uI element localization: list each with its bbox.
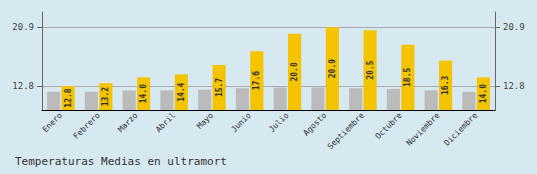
svg-text:12.8: 12.8	[12, 81, 34, 91]
svg-text:Julio: Julio	[267, 111, 290, 134]
svg-text:14.0: 14.0	[479, 84, 488, 103]
svg-text:20.5: 20.5	[366, 60, 375, 79]
svg-text:17.6: 17.6	[252, 71, 261, 90]
svg-text:Junio: Junio	[229, 111, 252, 134]
svg-text:Noviembre: Noviembre	[405, 111, 442, 148]
svg-text:14.4: 14.4	[177, 82, 186, 101]
svg-text:20.9: 20.9	[328, 59, 337, 78]
svg-text:13.2: 13.2	[101, 87, 110, 106]
svg-text:Temperaturas Medias en ultramo: Temperaturas Medias en ultramort	[15, 155, 227, 168]
svg-text:Agosto: Agosto	[302, 111, 329, 138]
svg-text:Mayo: Mayo	[195, 111, 215, 131]
svg-text:Octubre: Octubre	[374, 111, 404, 141]
svg-text:Diciembre: Diciembre	[442, 111, 479, 148]
svg-text:Septiembre: Septiembre	[326, 111, 366, 151]
svg-text:Marzo: Marzo	[116, 111, 139, 134]
svg-text:20.9: 20.9	[503, 22, 525, 32]
svg-text:18.5: 18.5	[403, 68, 412, 87]
svg-text:12.8: 12.8	[64, 88, 73, 107]
svg-text:12.8: 12.8	[503, 81, 525, 91]
svg-text:20.9: 20.9	[12, 22, 34, 32]
svg-text:Abril: Abril	[154, 111, 177, 134]
svg-text:16.3: 16.3	[441, 76, 450, 95]
svg-text:15.7: 15.7	[215, 78, 224, 97]
svg-text:Enero: Enero	[41, 111, 64, 134]
svg-text:14.0: 14.0	[139, 84, 148, 103]
svg-text:Febrero: Febrero	[72, 111, 102, 141]
svg-text:20.0: 20.0	[290, 62, 299, 81]
